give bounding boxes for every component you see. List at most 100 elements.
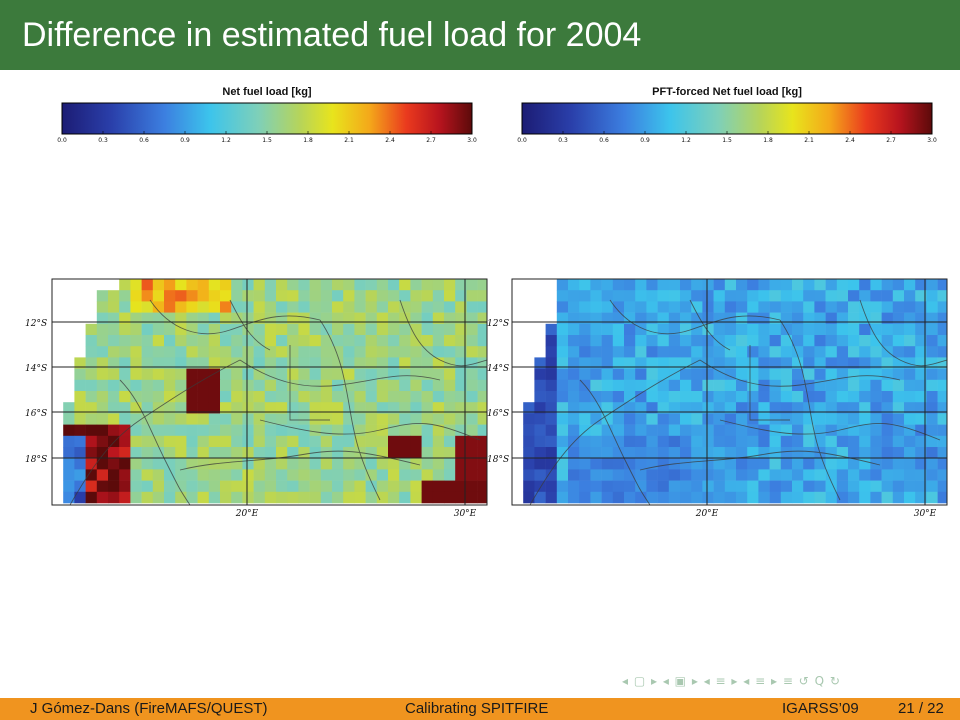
grid-cell: [332, 323, 344, 336]
nav-prev-slide-icon[interactable]: ◂ ▣ ▸: [662, 674, 699, 688]
grid-cell: [792, 391, 804, 403]
grid-cell: [477, 424, 487, 437]
grid-cell: [477, 346, 487, 358]
footer-page-number: 21 / 22: [898, 700, 944, 717]
grid-cell: [309, 323, 322, 336]
grid-cell: [220, 435, 232, 448]
grid-cell: [624, 346, 636, 358]
grid-cell: [444, 279, 456, 291]
grid-cell: [825, 480, 838, 493]
grid-cell: [242, 379, 254, 392]
grid-cell: [455, 335, 467, 347]
grid-cell: [579, 312, 591, 325]
grid-cell: [421, 458, 434, 470]
grid-cell: [309, 424, 322, 437]
grid-cell: [253, 458, 266, 470]
grid-cell: [175, 424, 187, 437]
grid-cell: [523, 413, 535, 425]
nav-prev-section-icon[interactable]: ◂ ≡ ▸: [703, 674, 739, 688]
grid-cell: [747, 379, 759, 392]
grid-cell: [556, 402, 569, 414]
nav-align-icon[interactable]: ≡: [782, 674, 794, 688]
grid-cell: [612, 391, 625, 403]
grid-cell: [825, 323, 838, 336]
grid-cell: [691, 491, 703, 504]
grid-cell: [859, 391, 871, 403]
grid-cell: [152, 346, 165, 358]
grid-cell: [590, 335, 602, 347]
grid-cell: [926, 312, 938, 325]
grid-cell: [545, 379, 558, 392]
grid-cell: [624, 413, 636, 425]
grid-cell: [825, 469, 838, 481]
grid-cell: [657, 391, 670, 403]
nav-prev-subsection-icon[interactable]: ◂ ≡ ▸: [743, 674, 778, 688]
grid-cell: [680, 391, 692, 403]
grid-cell: [556, 301, 569, 313]
grid-cell: [702, 391, 714, 403]
grid-cell: [85, 413, 98, 425]
beamer-navigation[interactable]: ◂ ▢ ▸ ◂ ▣ ▸ ◂ ≡ ▸ ◂ ≡ ▸ ≡ ↺ Q ↻: [622, 674, 948, 694]
grid-cell: [747, 346, 759, 358]
grid-cell: [320, 424, 333, 437]
grid-cell: [534, 447, 546, 459]
grid-cell: [376, 379, 389, 392]
nav-search-icon[interactable]: ↺ Q ↻: [798, 674, 841, 688]
grid-cell: [556, 379, 569, 392]
grid-cell: [466, 301, 478, 313]
grid-cell: [108, 458, 120, 470]
grid-cell: [365, 279, 378, 291]
grid-cell: [534, 379, 546, 392]
grid-cell: [635, 458, 647, 470]
grid-cell: [803, 290, 815, 302]
grid-cell: [432, 435, 445, 448]
river-line: [529, 359, 701, 505]
grid-cell: [702, 424, 714, 437]
grid-cell: [590, 290, 602, 302]
grid-cell: [926, 290, 938, 302]
colorbar-tick-label: 0.9: [640, 137, 650, 144]
grid-cell: [164, 368, 176, 381]
grid-cell: [354, 335, 366, 347]
grid-cell: [376, 290, 389, 302]
grid-cell: [702, 402, 714, 414]
grid-cell: [455, 346, 467, 358]
grid-cell: [579, 279, 591, 291]
grid-cell: [646, 413, 658, 425]
grid-cell: [298, 391, 310, 403]
grid-cell: [354, 323, 366, 336]
grid-cell: [881, 447, 894, 459]
grid-cell: [736, 435, 748, 448]
grid-cell: [388, 290, 400, 302]
grid-cell: [836, 379, 849, 392]
grid-cell: [534, 413, 546, 425]
grid-cell: [332, 402, 344, 414]
grid-cell: [635, 435, 647, 448]
nav-prev-frame-icon[interactable]: ◂ ▢ ▸: [622, 674, 659, 688]
grid-cell: [85, 480, 98, 493]
grid-cell: [780, 357, 793, 369]
grid-cell: [579, 346, 591, 358]
grid-cell: [388, 435, 400, 448]
grid-cell: [556, 469, 569, 481]
grid-cell: [579, 290, 591, 302]
grid-cell: [702, 480, 714, 493]
grid-cell: [253, 368, 266, 381]
grid-cell: [612, 335, 625, 347]
grid-cell: [624, 290, 636, 302]
grid-cell: [568, 312, 580, 325]
grid-cell: [141, 447, 154, 459]
grid-cell: [477, 447, 487, 459]
map-frame: [51, 278, 488, 506]
grid-cell: [444, 290, 456, 302]
grid-cell: [231, 480, 243, 493]
grid-cell: [477, 335, 487, 347]
colorbar-tick-label: 1.5: [262, 137, 272, 144]
grid-cell: [242, 312, 254, 325]
grid-cell: [276, 301, 288, 313]
grid-cell: [724, 458, 737, 470]
grid-cell: [915, 413, 927, 425]
grid-cell: [164, 312, 176, 325]
grid-cell: [668, 335, 681, 347]
river-line: [779, 319, 841, 501]
